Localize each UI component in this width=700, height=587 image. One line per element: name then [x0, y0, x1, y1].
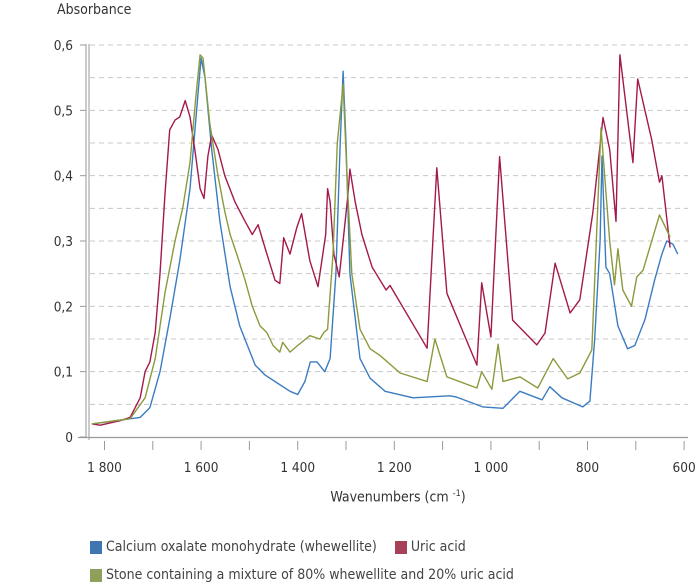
x-tick-label: 800 [576, 460, 599, 476]
legend-swatch-mixture [90, 568, 102, 582]
axes [78, 44, 688, 450]
legend-swatch-uric-acid [394, 540, 407, 554]
legend-item-mixture: Stone containing a mixture of 80% whewel… [90, 567, 514, 583]
legend-item-uric-acid: Uric acid [394, 539, 466, 555]
y-tick-label: 0,5 [54, 103, 73, 119]
x-tick-label: 1 400 [280, 460, 315, 476]
legend-item-whewellite: Calcium oxalate monohydrate (whewellite) [90, 539, 377, 555]
y-tick-label: 0 [65, 430, 73, 446]
series-line-2 [91, 54, 671, 425]
x-axis-label: Wavenumbers (cm -1) [0, 489, 700, 506]
legend-row-2: Stone containing a mixture of 80% whewel… [90, 567, 532, 583]
series-lines [91, 54, 679, 426]
legend-label-uric-acid: Uric acid [410, 539, 466, 555]
x-axis-label-text: Wavenumbers (cm [330, 489, 449, 506]
legend-row-1: Calcium oxalate monohydrate (whewellite)… [90, 539, 484, 555]
y-tick-label: 0,2 [54, 299, 73, 315]
x-axis-label-sup: -1 [452, 489, 461, 499]
tick-labels: 0 0,1 0,2 0,3 0,4 0,5 0,6 1 800 1 600 1 400 1 200 1… [54, 38, 696, 476]
x-tick-label: 1 600 [184, 460, 219, 476]
y-tick-label: 0,3 [54, 234, 73, 250]
x-axis-label-close: ) [460, 489, 466, 506]
series-line-1 [91, 54, 671, 426]
x-tick-label: 1 800 [87, 460, 122, 476]
y-axis-label: Absorbance [57, 2, 132, 18]
x-tick-label: 1 200 [377, 460, 412, 476]
legend-swatch-whewellite [90, 540, 102, 554]
legend-label-whewellite: Calcium oxalate monohydrate (whewellite) [106, 539, 377, 555]
y-tick-label: 0,1 [54, 365, 73, 381]
legend-label-mixture: Stone containing a mixture of 80% whewel… [106, 567, 514, 583]
y-tick-label: 0,4 [54, 169, 74, 185]
x-tick-label: 1 000 [474, 460, 509, 476]
grid-lines [90, 44, 688, 405]
y-tick-label: 0,6 [54, 38, 73, 54]
x-tick-label: 600 [673, 460, 696, 476]
